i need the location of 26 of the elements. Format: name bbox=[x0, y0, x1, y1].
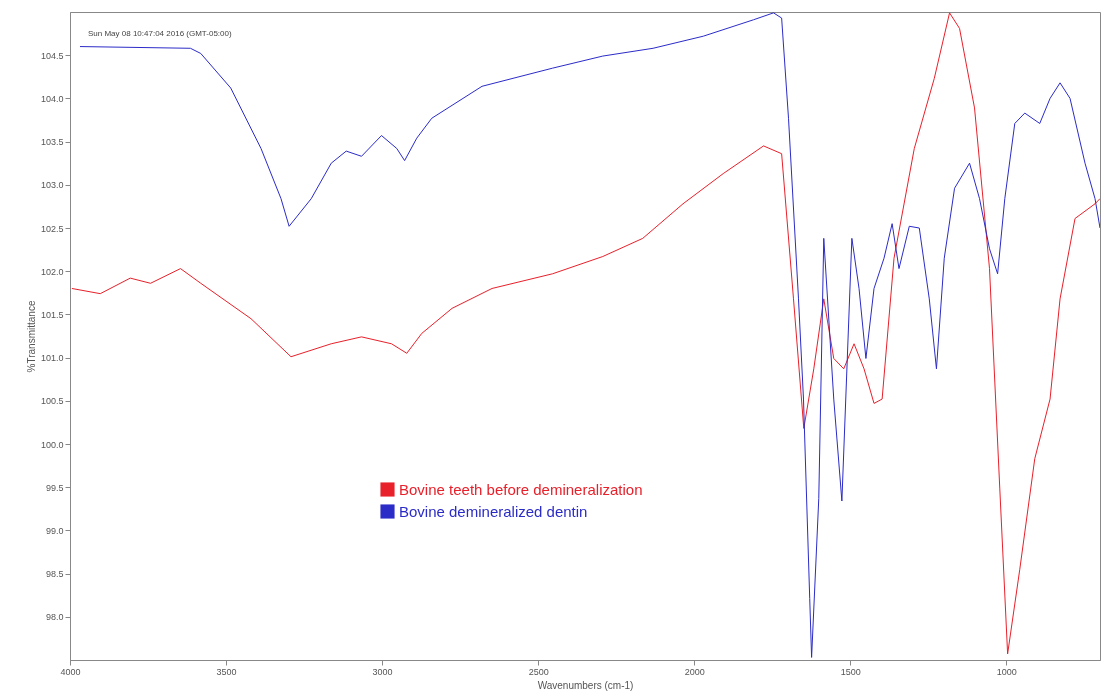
y-tick-label: 99.5 bbox=[45, 482, 64, 493]
y-tick-label: 101.5 bbox=[40, 309, 64, 320]
y-tick-label: 100.0 bbox=[40, 439, 64, 450]
y-tick-label: 98.0 bbox=[45, 612, 64, 623]
x-tick-label: 4000 bbox=[60, 666, 81, 677]
legend-label: Bovine teeth before demineralization bbox=[399, 480, 643, 498]
x-tick-label: 1000 bbox=[996, 666, 1017, 677]
y-axis-title: %Transmittance bbox=[25, 300, 37, 373]
y-tick-label: 103.0 bbox=[40, 180, 64, 191]
x-axis-title: Wavenumbers (cm-1) bbox=[537, 679, 634, 691]
y-tick-label: 104.5 bbox=[40, 50, 64, 61]
y-tick-label: 99.0 bbox=[45, 525, 64, 536]
y-tick-label: 104.0 bbox=[40, 93, 64, 104]
y-tick-label: 102.5 bbox=[40, 223, 64, 234]
annotation: Sun May 08 10:47:04 2016 (GMT-05:00) bbox=[88, 29, 232, 38]
y-tick-label: 103.5 bbox=[40, 137, 64, 148]
x-tick-label: 1500 bbox=[840, 666, 861, 677]
x-tick-label: 2000 bbox=[684, 666, 705, 677]
y-tick-label: 98.5 bbox=[45, 569, 64, 580]
y-tick-label: 102.0 bbox=[40, 266, 64, 277]
legend-label: Bovine demineralized dentin bbox=[399, 502, 588, 520]
x-tick-label: 2500 bbox=[528, 666, 549, 677]
y-tick-label: 100.5 bbox=[40, 396, 64, 407]
y-tick-label: 101.0 bbox=[40, 353, 64, 364]
x-tick-label: 3500 bbox=[216, 666, 237, 677]
x-tick-label: 3000 bbox=[372, 666, 393, 677]
